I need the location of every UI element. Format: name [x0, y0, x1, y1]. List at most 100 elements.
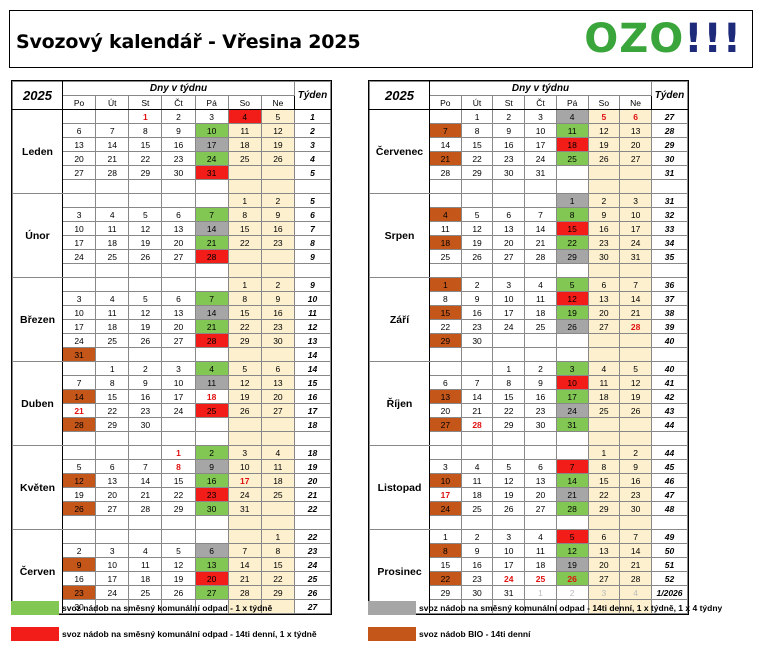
day-cell: 14 — [429, 137, 462, 152]
day-cell: 20 — [429, 403, 462, 418]
day-cell — [460, 431, 494, 446]
day-cell — [587, 515, 621, 530]
day-header: Po — [429, 95, 462, 110]
day-cell: 23 — [524, 403, 557, 418]
day-cell: 26 — [555, 571, 589, 586]
week-row: 29 30 40 — [370, 333, 688, 348]
day-cell: 25 — [587, 403, 621, 418]
week-row: 9 10 11 12 13 14 15 24 — [13, 557, 331, 572]
week-number: 44 — [651, 445, 688, 460]
week-number — [651, 263, 688, 278]
day-cell: 27 — [95, 501, 130, 516]
day-cell: 27 — [161, 333, 196, 348]
day-cell: 11 — [524, 543, 557, 558]
day-cell — [161, 277, 196, 292]
week-header: Týden — [651, 81, 688, 110]
day-cell: 16 — [128, 389, 163, 404]
day-cell: 14 — [555, 473, 589, 488]
day-cell: 23 — [260, 235, 296, 250]
day-cell: 22 — [128, 151, 163, 166]
day-cell: 21 — [194, 235, 229, 250]
day-cell: 5 — [260, 109, 296, 124]
day-cell — [555, 347, 589, 362]
day-cell: 16 — [492, 137, 526, 152]
week-number: 27 — [651, 109, 688, 124]
day-cell — [587, 263, 621, 278]
day-cell: 16 — [587, 221, 621, 236]
day-cell: 27 — [587, 571, 621, 586]
day-cell: 3 — [161, 361, 196, 376]
legend-swatch-gray — [368, 601, 416, 615]
day-cell — [460, 263, 494, 278]
day-cell: 10 — [524, 123, 557, 138]
day-cell: 13 — [61, 137, 97, 152]
day-cell — [587, 599, 621, 614]
day-cell: 18 — [429, 235, 462, 250]
day-header: So — [227, 95, 262, 110]
week-row: Březen 1 2 9 — [12, 277, 331, 362]
week-row: 23 24 25 26 27 28 29 26 — [13, 585, 331, 600]
day-cell: 11 — [128, 557, 163, 572]
day-cell — [95, 431, 130, 446]
day-cell: 15 — [260, 557, 296, 572]
day-cell: 25 — [524, 319, 557, 334]
day-cell — [429, 431, 462, 446]
day-cell: 12 — [555, 543, 589, 558]
day-cell: 3 — [524, 109, 557, 124]
week-number: 44 — [651, 417, 688, 432]
week-row: 10 11 12 13 14 15 16 11 — [13, 305, 331, 320]
day-cell: 30 — [619, 501, 652, 516]
day-cell — [524, 431, 557, 446]
day-cell: 15 — [128, 137, 163, 152]
week-row: 20 21 22 23 24 25 26 4 — [13, 151, 331, 166]
day-cell: 9 — [128, 375, 163, 390]
day-cell: 31 — [492, 585, 526, 600]
day-cell: 6 — [587, 277, 621, 292]
week-row: 21 22 23 24 25 26 27 30 — [370, 151, 688, 166]
day-cell — [555, 431, 589, 446]
legend-item-red: svoz nádob na směsný komunální odpad - 1… — [11, 627, 317, 641]
day-cell: 7 — [555, 459, 589, 474]
legend-swatch-red — [11, 627, 59, 641]
day-cell: 10 — [619, 207, 652, 222]
day-cell: 17 — [61, 319, 97, 334]
week-number: 37 — [651, 291, 688, 306]
day-cell: 14 — [95, 137, 130, 152]
month-name: Září — [369, 277, 430, 362]
week-row: 12 13 14 15 16 17 18 20 — [13, 473, 331, 488]
day-cell — [555, 445, 589, 460]
day-header: Pá — [194, 95, 229, 110]
day-cell: 2 — [194, 445, 229, 460]
day-cell — [524, 263, 557, 278]
week-number: 39 — [651, 319, 688, 334]
week-row — [370, 599, 688, 614]
day-cell — [260, 179, 296, 194]
day-cell: 16 — [260, 305, 296, 320]
week-number: 2 — [294, 123, 331, 138]
day-cell: 22 — [429, 571, 462, 586]
day-cell: 28 — [429, 165, 462, 180]
day-cell: 15 — [429, 557, 462, 572]
day-cell: 31 — [524, 165, 557, 180]
day-cell: 5 — [587, 109, 621, 124]
week-number — [651, 179, 688, 194]
day-cell: 11 — [260, 459, 296, 474]
day-cell: 20 — [587, 557, 621, 572]
week-row: 22 23 24 25 26 27 28 52 — [370, 571, 688, 586]
day-cell: 16 — [260, 221, 296, 236]
day-cell: 18 — [587, 389, 621, 404]
day-cell — [161, 417, 196, 432]
day-cell: 12 — [61, 473, 97, 488]
day-cell: 18 — [260, 473, 296, 488]
day-cell: 29 — [460, 165, 494, 180]
day-cell: 15 — [161, 473, 196, 488]
day-cell: 5 — [555, 277, 589, 292]
day-header: Po — [61, 95, 97, 110]
day-cell: 7 — [194, 291, 229, 306]
day-cell: 24 — [95, 585, 130, 600]
day-cell — [61, 179, 97, 194]
day-cell: 18 — [227, 137, 262, 152]
week-number: 43 — [651, 403, 688, 418]
day-cell: 30 — [260, 333, 296, 348]
day-cell: 6 — [587, 529, 621, 544]
